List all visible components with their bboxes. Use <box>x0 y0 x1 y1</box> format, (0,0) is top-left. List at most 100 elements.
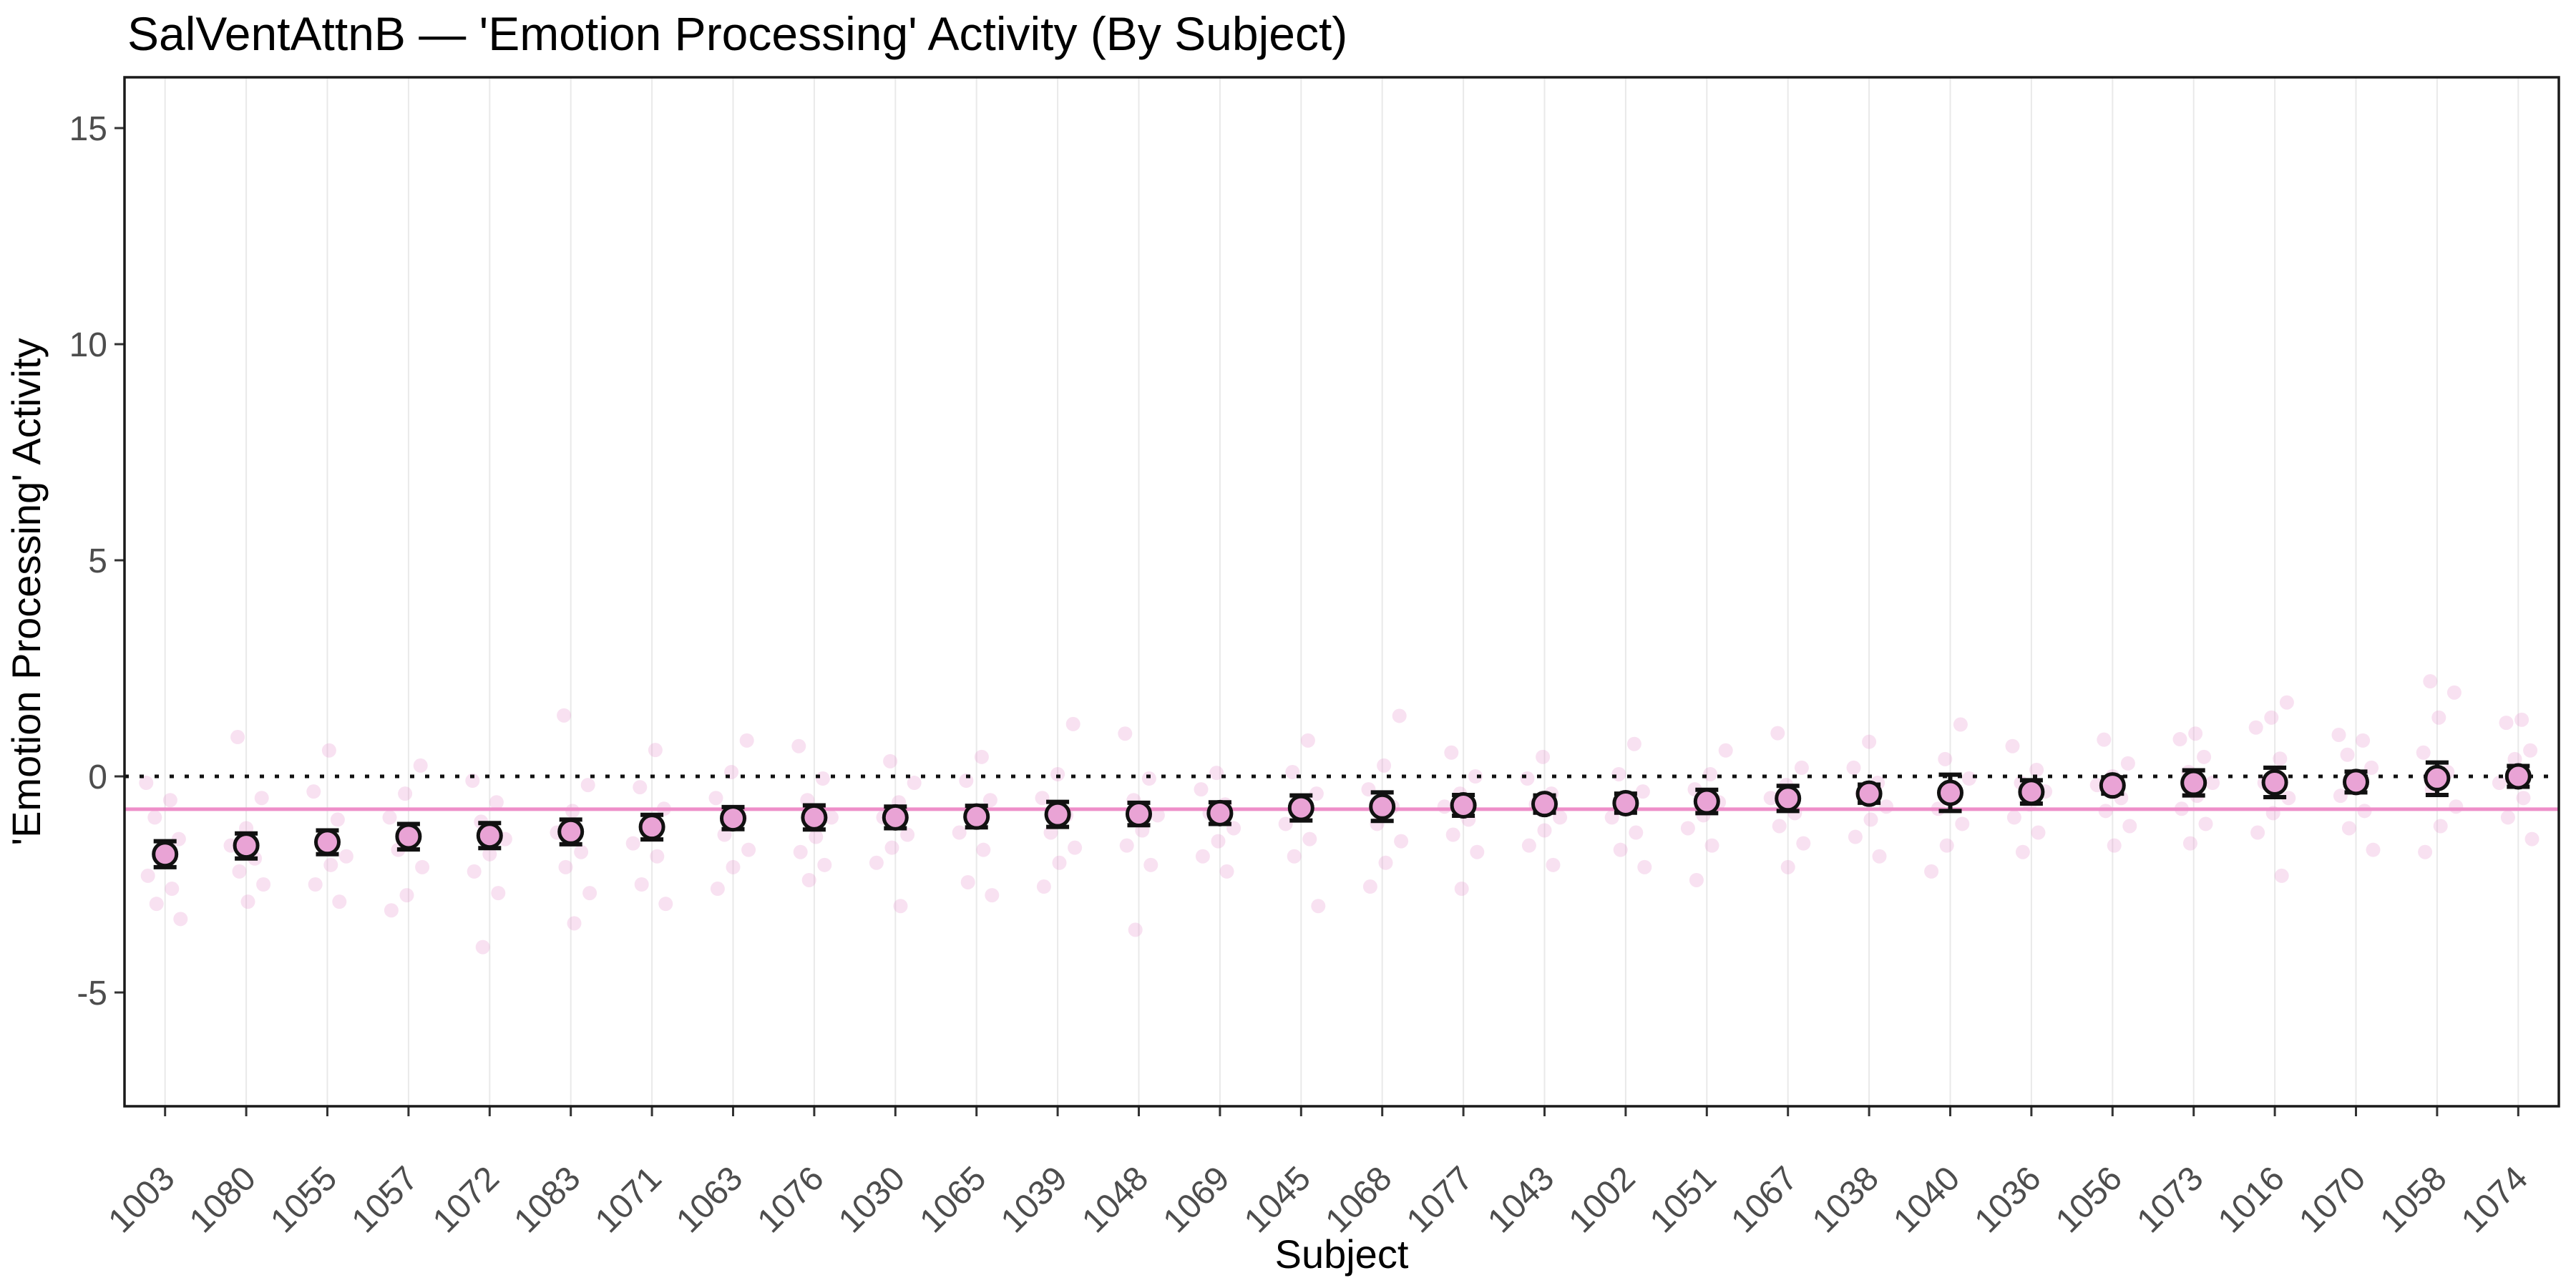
subject-mean-point <box>1369 793 1396 820</box>
individual-run-dot <box>1194 782 1209 797</box>
individual-run-dot <box>2340 747 2355 762</box>
individual-run-dot <box>869 855 884 870</box>
individual-run-dot <box>1036 879 1051 894</box>
individual-run-dot <box>254 791 269 806</box>
subject-mean-point <box>720 805 746 832</box>
individual-run-dot <box>2122 819 2137 834</box>
panel-border <box>123 76 2560 1108</box>
individual-run-dot <box>413 758 428 773</box>
individual-run-dot <box>415 859 430 874</box>
individual-run-dot <box>1311 899 1326 914</box>
individual-run-dot <box>2492 776 2507 791</box>
individual-run-dot <box>2416 745 2431 760</box>
individual-run-dot <box>1285 764 1300 779</box>
individual-run-dot <box>2006 810 2021 825</box>
individual-run-dot <box>741 842 756 857</box>
individual-run-dot <box>2120 756 2135 771</box>
subject-mean-point <box>801 804 828 831</box>
individual-run-dot <box>1211 834 1226 849</box>
individual-run-dot <box>1955 816 1970 831</box>
individual-run-dot <box>240 894 255 909</box>
individual-run-dot <box>2205 776 2220 791</box>
subject-mean-point <box>1450 791 1477 819</box>
individual-run-dot <box>162 793 177 808</box>
individual-run-dot <box>2097 732 2112 747</box>
individual-run-dot <box>384 903 399 918</box>
individual-run-dot <box>1219 864 1234 879</box>
individual-run-dot <box>140 868 155 883</box>
individual-run-dot <box>1872 849 1887 864</box>
individual-run-dot <box>1050 766 1065 781</box>
individual-run-dot <box>1141 771 1156 786</box>
chart-title: SalVentAttnB — 'Emotion Processing' Acti… <box>127 7 1347 60</box>
individual-run-dot <box>2107 838 2122 853</box>
individual-run-dot <box>2333 789 2348 804</box>
individual-run-dot <box>2279 695 2294 710</box>
individual-run-dot <box>489 795 504 810</box>
individual-run-dot <box>338 849 353 864</box>
subject-mean-point <box>638 814 665 841</box>
individual-run-dot <box>382 810 397 825</box>
individual-run-dot <box>2031 825 2046 840</box>
individual-run-dot <box>1924 864 1939 879</box>
individual-run-dot <box>2172 732 2187 747</box>
individual-run-dot <box>1763 791 1778 806</box>
individual-run-dot <box>165 882 180 897</box>
individual-run-dot <box>1939 838 1954 853</box>
individual-run-dot <box>2418 844 2433 859</box>
subject-mean-point <box>2099 772 2126 799</box>
individual-run-dot <box>1287 849 1302 864</box>
individual-run-dot <box>710 882 725 897</box>
individual-run-dot <box>2331 728 2346 743</box>
individual-run-dot <box>960 874 975 889</box>
individual-run-dot <box>1626 736 1641 751</box>
individual-run-dot <box>1065 716 1080 731</box>
subject-mean-point <box>476 822 503 849</box>
individual-run-dot <box>332 894 347 909</box>
individual-run-dot <box>1377 758 1392 773</box>
subject-mean-point <box>2261 769 2288 796</box>
individual-run-dot <box>1718 743 1733 758</box>
individual-run-dot <box>2250 825 2265 840</box>
individual-run-dot <box>708 791 723 806</box>
individual-run-dot <box>2433 819 2448 834</box>
individual-run-dot <box>1468 769 1483 784</box>
individual-run-dot <box>308 877 323 892</box>
y-tick-label: 0 <box>88 758 107 796</box>
subject-mean-point <box>2018 779 2045 806</box>
individual-run-dot <box>1938 751 1953 766</box>
individual-run-dot <box>1394 834 1409 849</box>
individual-run-dot <box>139 776 154 791</box>
individual-run-dot <box>2507 751 2522 766</box>
subject-mean-point <box>2504 763 2532 790</box>
subject-mean-point <box>395 823 422 850</box>
individual-run-dot <box>793 844 808 859</box>
individual-run-dot <box>976 842 991 857</box>
individual-run-dot <box>1445 827 1460 842</box>
individual-run-dot <box>1052 855 1067 870</box>
individual-run-dot <box>809 829 824 844</box>
individual-run-dot <box>2273 751 2288 766</box>
individual-run-dot <box>574 844 589 859</box>
individual-run-dot <box>801 872 816 887</box>
subject-mean-point <box>963 803 990 830</box>
individual-run-dot <box>1119 838 1134 853</box>
individual-run-dot <box>2366 842 2381 857</box>
individual-run-dot <box>739 733 754 748</box>
individual-run-dot <box>2449 799 2464 814</box>
individual-run-dot <box>567 916 582 931</box>
individual-run-dot <box>2514 712 2529 727</box>
individual-run-dot <box>232 864 247 879</box>
subject-mean-point <box>1044 801 1071 828</box>
individual-run-dot <box>1863 812 1878 827</box>
individual-run-dot <box>2356 733 2371 748</box>
individual-run-dot <box>1862 734 1877 749</box>
y-tick-label: 5 <box>88 542 107 580</box>
individual-run-dot <box>1629 825 1644 840</box>
individual-run-dot <box>1521 838 1536 853</box>
individual-run-dot <box>1772 819 1787 834</box>
subject-mean-point <box>882 804 909 831</box>
subject-mean-point <box>152 841 179 868</box>
individual-run-dot <box>1537 823 1552 838</box>
